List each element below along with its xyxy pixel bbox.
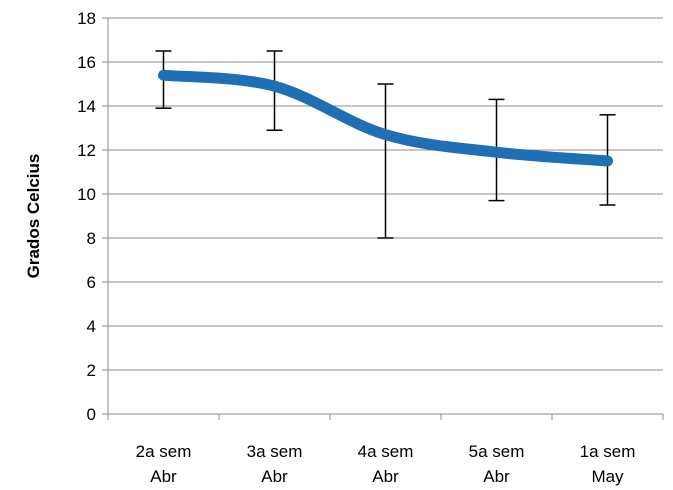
y-tick-label: 0 <box>87 405 96 424</box>
y-tick-label: 18 <box>77 9 96 28</box>
y-tick-label: 2 <box>87 361 96 380</box>
x-tick-label: 4a sem Abr <box>358 442 414 486</box>
y-tick-label: 6 <box>87 273 96 292</box>
y-tick-label: 10 <box>77 185 96 204</box>
y-tick-label: 14 <box>77 97 96 116</box>
y-tick-label: 4 <box>87 317 96 336</box>
y-tick-label: 16 <box>77 53 96 72</box>
x-tick-label: 3a sem Abr <box>247 442 303 486</box>
error-bar <box>377 83 394 239</box>
series <box>158 69 613 167</box>
x-tick-label: 1a sem May <box>580 442 636 486</box>
x-tick-label: 5a sem Abr <box>469 442 525 486</box>
x-tick-labels: 2a sem Abr 3a sem Abr 4a sem Abr 5a sem Abr 1a s… <box>136 442 636 486</box>
y-tick-label: 12 <box>77 141 96 160</box>
y-tick-labels: 0 2 4 6 8 10 12 14 16 18 <box>77 9 96 424</box>
x-tick-label: 2a sem Abr <box>136 442 192 486</box>
y-axis-label: Grados Celcius <box>24 154 43 279</box>
axes <box>102 17 664 420</box>
y-tick-label: 8 <box>87 229 96 248</box>
